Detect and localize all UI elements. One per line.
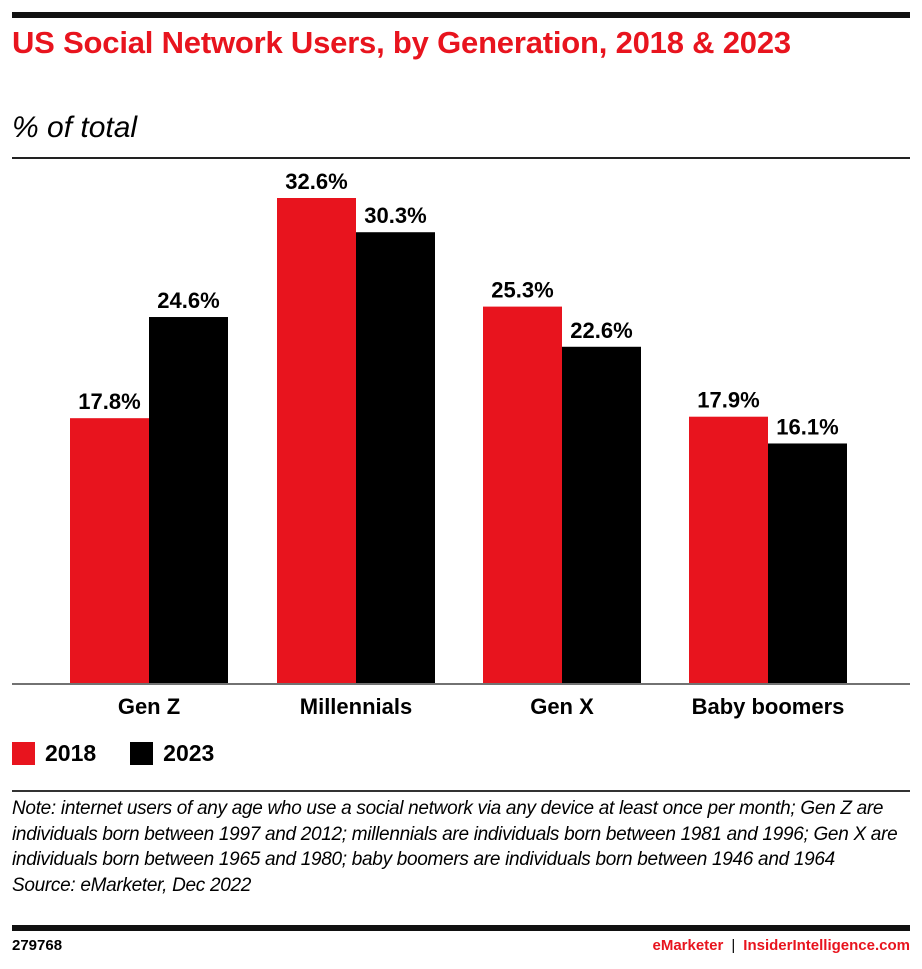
brand-emarketer: eMarketer <box>652 937 724 954</box>
legend-swatch-2023 <box>130 742 154 765</box>
data-label-gen-z-2018: 17.8% <box>78 389 140 414</box>
chart-id: 279768 <box>12 937 63 954</box>
bar-baby-boomers-2023 <box>768 443 847 683</box>
brand-separator: | <box>731 937 736 954</box>
data-label-gen-x-2023: 22.6% <box>570 318 632 343</box>
bar-gen-z-2018 <box>70 418 149 683</box>
data-label-millennials-2018: 32.6% <box>285 169 347 194</box>
footnote: Note: internet users of any age who use … <box>12 796 912 898</box>
legend-item-2018: 2018 <box>12 740 96 767</box>
note-text: Note: internet users of any age who use … <box>12 798 898 870</box>
subtitle-rule <box>12 157 910 159</box>
data-label-gen-z-2023: 24.6% <box>157 288 219 313</box>
bar-baby-boomers-2018 <box>689 416 768 683</box>
legend-item-2023: 2023 <box>130 740 214 767</box>
x-tick-label-gen-z: Gen Z <box>118 694 180 719</box>
legend: 2018 2023 <box>12 740 248 767</box>
bar-gen-x-2023 <box>562 346 641 683</box>
bar-millennials-2023 <box>356 232 435 684</box>
source-text: Source: eMarketer, Dec 2022 <box>12 874 252 896</box>
bar-millennials-2018 <box>277 198 356 683</box>
bar-gen-z-2023 <box>149 317 228 683</box>
chart-subtitle: % of total <box>12 111 138 144</box>
x-tick-label-baby-boomers: Baby boomers <box>692 694 845 719</box>
footer-brand: eMarketer | InsiderIntelligence.com <box>652 937 910 954</box>
data-label-millennials-2023: 30.3% <box>364 203 426 228</box>
legend-label-2023: 2023 <box>163 740 215 766</box>
bar-chart: 17.8% 24.6% 32.6% 30.3% 25.3% 22.6% 17.9% 16.1%… <box>12 169 910 719</box>
note-rule <box>12 790 910 792</box>
data-label-gen-x-2018: 25.3% <box>491 278 553 303</box>
brand-site-link[interactable]: InsiderIntelligence.com <box>743 937 910 954</box>
legend-label-2018: 2018 <box>45 740 97 766</box>
bar-gen-x-2018 <box>483 306 562 683</box>
data-label-baby-boomers-2018: 17.9% <box>697 388 759 413</box>
x-tick-label-gen-x: Gen X <box>530 694 594 719</box>
legend-swatch-2018 <box>12 742 35 765</box>
data-label-baby-boomers-2023: 16.1% <box>776 414 838 439</box>
chart-title: US Social Network Users, by Generation, … <box>12 25 791 60</box>
top-rule <box>12 12 910 18</box>
x-tick-label-millennials: Millennials <box>300 694 412 719</box>
footer-rule <box>12 925 910 931</box>
